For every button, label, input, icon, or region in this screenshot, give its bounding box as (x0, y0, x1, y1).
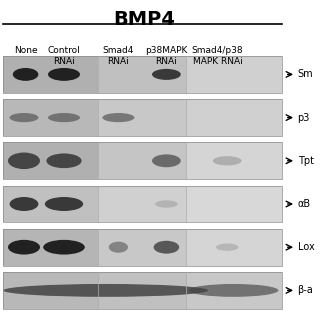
Bar (186, 142, 282, 179)
Bar (186, 272, 282, 309)
Bar (3, 99, 98, 136)
Bar (3, 99, 282, 136)
Ellipse shape (154, 241, 179, 254)
Bar (3, 99, 282, 136)
Text: BMP4: BMP4 (113, 10, 175, 29)
Bar (3, 229, 282, 266)
Bar (3, 56, 282, 93)
Ellipse shape (109, 242, 128, 253)
Bar (3, 272, 282, 309)
Bar (3, 186, 282, 222)
Ellipse shape (189, 284, 278, 297)
Bar (98, 272, 186, 309)
Bar (98, 186, 186, 222)
Text: Sm: Sm (298, 69, 313, 79)
Ellipse shape (45, 197, 83, 211)
Text: β-a: β-a (298, 285, 313, 295)
Bar (3, 142, 282, 179)
Bar (3, 229, 98, 266)
Ellipse shape (3, 284, 208, 297)
Bar (186, 99, 282, 136)
Bar (98, 56, 186, 93)
Bar (3, 186, 282, 222)
Text: αB: αB (298, 199, 311, 209)
Bar (3, 229, 282, 266)
Bar (98, 229, 186, 266)
Ellipse shape (48, 113, 80, 122)
Ellipse shape (152, 154, 181, 167)
Bar (186, 229, 282, 266)
Bar (3, 272, 98, 309)
Bar (186, 56, 282, 93)
Ellipse shape (155, 200, 178, 208)
Text: Smad4/p38
MAPK RNAi: Smad4/p38 MAPK RNAi (192, 46, 244, 66)
Ellipse shape (216, 244, 238, 251)
Text: p3: p3 (298, 113, 310, 123)
Text: Tpt: Tpt (298, 156, 314, 166)
Ellipse shape (10, 113, 38, 122)
Bar (3, 272, 282, 309)
Bar (98, 142, 186, 179)
Bar (3, 142, 282, 179)
Bar (3, 142, 98, 179)
Ellipse shape (10, 197, 38, 211)
Ellipse shape (43, 240, 85, 255)
Text: Smad4
RNAi: Smad4 RNAi (103, 46, 134, 66)
Ellipse shape (8, 153, 40, 169)
Text: None: None (14, 46, 37, 55)
Text: Control
RNAi: Control RNAi (48, 46, 80, 66)
Bar (186, 186, 282, 222)
Ellipse shape (213, 156, 242, 165)
Bar (3, 56, 282, 93)
Ellipse shape (46, 153, 82, 168)
Ellipse shape (13, 68, 38, 81)
Bar (98, 99, 186, 136)
Bar (3, 186, 98, 222)
Text: Lox: Lox (298, 242, 314, 252)
Ellipse shape (102, 113, 134, 122)
Ellipse shape (48, 68, 80, 81)
Ellipse shape (152, 69, 181, 80)
Text: p38MAPK
RNAi: p38MAPK RNAi (145, 46, 188, 66)
Bar (3, 56, 98, 93)
Ellipse shape (8, 240, 40, 255)
